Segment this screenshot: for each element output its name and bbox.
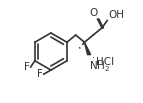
Polygon shape	[85, 42, 91, 55]
Text: HCl: HCl	[96, 57, 114, 67]
Text: $\mathdefault{\dot{N}H_2}$: $\mathdefault{\dot{N}H_2}$	[89, 57, 111, 74]
Text: F: F	[24, 62, 30, 72]
Text: F: F	[37, 69, 43, 79]
Text: O: O	[89, 8, 98, 18]
Text: OH: OH	[108, 10, 124, 20]
